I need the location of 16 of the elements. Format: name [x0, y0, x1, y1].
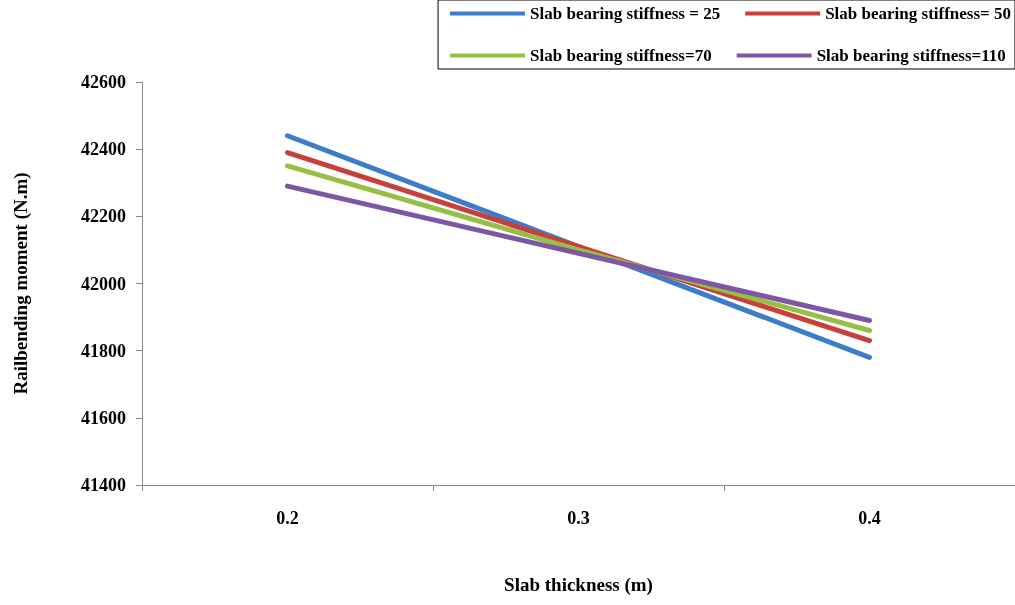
x-tick-label: 0.2 [276, 508, 299, 528]
legend-label: Slab bearing stiffness=70 [530, 46, 712, 65]
y-tick-label: 42200 [81, 206, 126, 227]
legend-label: Slab bearing stiffness= 50 [825, 4, 1012, 23]
legend-label: Slab bearing stiffness = 25 [530, 4, 721, 23]
y-tick-label: 42600 [81, 72, 126, 92]
y-tick-label: 42000 [81, 273, 126, 294]
legend-label: Slab bearing stiffness=110 [816, 46, 1006, 65]
x-tick-label: 0.3 [567, 508, 590, 528]
x-axis-title: Slab thickness (m) [504, 574, 653, 596]
y-tick-label: 41800 [81, 340, 126, 361]
y-tick-label: 41600 [81, 407, 126, 428]
x-tick-label: 0.4 [858, 508, 881, 528]
y-tick-label: 42400 [81, 139, 126, 160]
y-tick-label: 41400 [81, 475, 126, 495]
y-axis-title: Railbending moment (N.m) [10, 172, 32, 395]
